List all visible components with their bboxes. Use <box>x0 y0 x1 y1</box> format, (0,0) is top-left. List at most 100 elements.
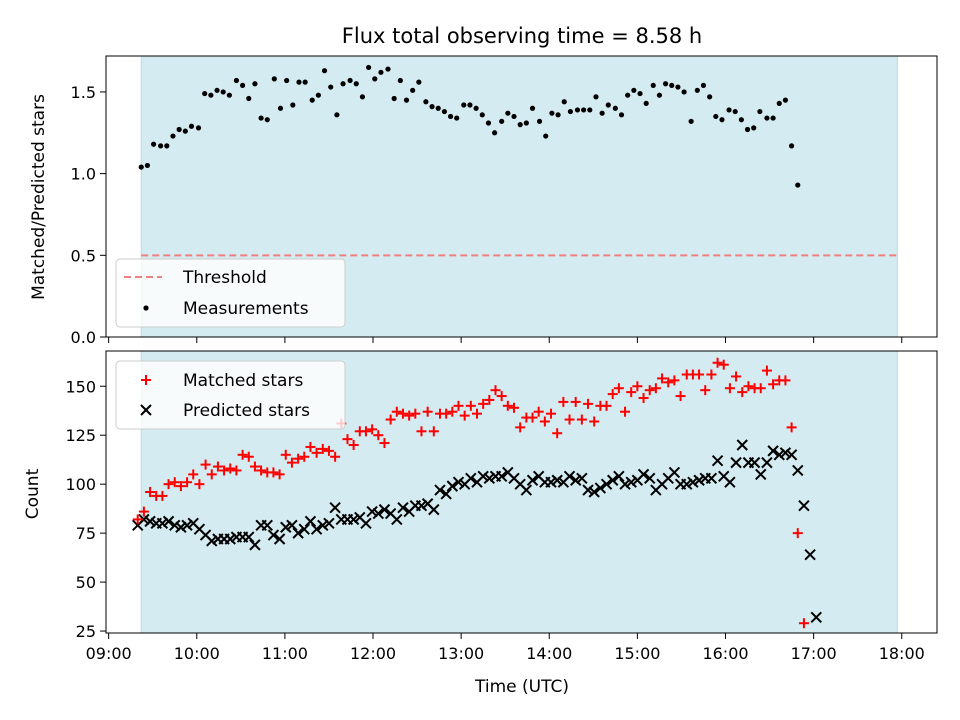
predicted-point-b <box>206 535 218 547</box>
predicted-point-b <box>317 519 329 531</box>
predicted-point-b <box>310 523 323 535</box>
predicted-point-b <box>810 611 822 624</box>
predicted-point-b <box>681 478 693 490</box>
measurement-point <box>788 143 795 149</box>
matched-point <box>780 375 791 386</box>
predicted-point <box>761 456 773 469</box>
predicted-point <box>755 468 767 481</box>
predicted-point-b <box>446 480 459 492</box>
predicted-point-b <box>175 521 187 533</box>
measurement-point <box>220 89 226 95</box>
predicted-point <box>582 484 594 496</box>
legend-measurements-label: Measurements <box>183 299 309 319</box>
measurement-point <box>226 92 232 98</box>
matched-point <box>632 381 643 392</box>
measurement-point <box>441 108 447 115</box>
predicted-point-b <box>181 519 193 531</box>
measurement-point <box>536 118 543 124</box>
measurement-point <box>757 108 763 115</box>
x-tick-label: 18:00 <box>879 644 925 663</box>
matched-point <box>256 465 267 476</box>
matched-point <box>743 381 754 392</box>
matched-point <box>175 481 186 492</box>
predicted-point <box>452 476 465 488</box>
predicted-point-b <box>637 468 650 481</box>
measurement-point <box>158 143 164 149</box>
measurement-point <box>751 125 757 131</box>
predicted-point <box>748 456 761 469</box>
predicted-point <box>804 548 816 561</box>
measurement-point <box>391 95 397 102</box>
x-tick-label: 13:00 <box>438 644 484 663</box>
predicted-point-b <box>792 464 804 477</box>
legend-threshold-label: Threshold <box>182 268 267 288</box>
measurement-point <box>764 115 770 121</box>
predicted-point-b <box>594 482 607 494</box>
predicted-point-b <box>687 476 699 488</box>
predicted-point <box>249 539 261 551</box>
predicted-point <box>588 486 600 498</box>
predicted-point-b <box>569 474 582 486</box>
predicted-point <box>483 472 496 484</box>
measurement-point <box>707 94 713 100</box>
matched-point <box>453 400 464 411</box>
measurement-point <box>492 130 498 136</box>
predicted-point-b <box>508 472 520 484</box>
measurement-point <box>499 118 505 124</box>
predicted-point-b <box>415 500 428 512</box>
matched-point <box>422 406 433 417</box>
matched-point <box>219 465 230 476</box>
predicted-point-b <box>144 515 156 528</box>
predicted-point-b <box>397 501 409 514</box>
matched-point <box>731 371 742 382</box>
matched-point <box>379 438 390 449</box>
y-tick-label: 50 <box>76 573 96 592</box>
predicted-point <box>687 476 699 488</box>
matched-point <box>367 424 378 435</box>
predicted-point-b <box>292 527 304 539</box>
predicted-point-b <box>804 548 816 561</box>
measurement-point <box>599 110 605 116</box>
matched-point <box>552 428 563 439</box>
predicted-point-b <box>162 515 175 528</box>
predicted-point <box>711 454 724 467</box>
predicted-point-b <box>563 470 576 483</box>
predicted-point <box>261 519 273 531</box>
predicted-point-b <box>502 466 514 479</box>
predicted-point <box>637 468 650 481</box>
predicted-point <box>644 472 656 484</box>
predicted-point-b <box>736 439 748 451</box>
matched-point <box>546 408 557 419</box>
legend-box <box>115 258 346 328</box>
predicted-point <box>224 533 236 545</box>
predicted-point-b <box>372 507 385 520</box>
predicted-point <box>366 505 378 518</box>
predicted-point-b <box>705 472 718 484</box>
measurement-point <box>271 76 277 82</box>
predicted-point <box>520 484 533 496</box>
matched-point <box>404 410 415 421</box>
matched-point <box>694 369 705 380</box>
matched-point <box>280 449 291 460</box>
measurement-point <box>353 81 359 87</box>
predicted-point-b <box>354 511 366 524</box>
measurement-point <box>385 66 391 72</box>
matched-point <box>663 377 674 388</box>
measurement-point <box>144 162 151 169</box>
predicted-point-b <box>434 484 446 496</box>
measurement-point <box>631 87 637 93</box>
measurement-point <box>523 120 529 126</box>
measurement-point <box>410 87 416 93</box>
predicted-point <box>563 470 576 483</box>
matched-point <box>509 402 520 413</box>
predicted-point <box>310 523 323 535</box>
matched-point <box>286 457 297 468</box>
matched-point <box>539 416 550 427</box>
measurement-point <box>239 82 246 89</box>
measurement-point <box>359 94 366 100</box>
predicted-point-b <box>193 523 206 535</box>
predicted-point-b <box>156 517 169 530</box>
predicted-point-b <box>619 478 631 490</box>
predicted-point <box>428 503 440 516</box>
x-tick-label: 09:00 <box>86 644 132 663</box>
